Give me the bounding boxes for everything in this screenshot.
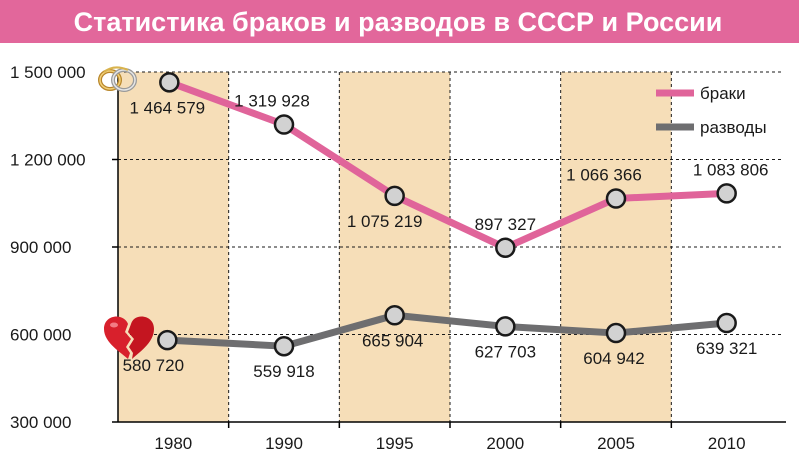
y-tick-label: 300 000	[10, 413, 71, 432]
y-tick-label: 600 000	[10, 326, 71, 345]
wedding-rings-icon	[98, 66, 137, 92]
data-label: 1 066 366	[566, 165, 642, 184]
data-point	[273, 114, 295, 135]
title-bar	[0, 0, 799, 43]
data-label: 665 904	[362, 331, 423, 350]
x-tick-label: 2005	[597, 434, 635, 453]
data-label: 1 464 579	[130, 98, 206, 117]
data-point	[716, 183, 737, 204]
grid-lines	[118, 71, 782, 422]
data-label: 897 327	[475, 215, 536, 234]
series-line-0	[165, 78, 731, 252]
data-label: 580 720	[123, 356, 184, 375]
data-label: 559 918	[253, 362, 314, 381]
data-label: 639 321	[696, 339, 757, 358]
chart-title: Статистика браков и разводов в СССР и Ро…	[74, 7, 723, 37]
data-point	[605, 188, 627, 209]
x-tick-label: 1990	[265, 434, 303, 453]
x-tick-label: 1980	[154, 434, 192, 453]
data-labels: 1 464 579 1 319 928 1 075 219 897 327 1 066 …	[123, 92, 769, 382]
x-tick-label: 1995	[376, 434, 414, 453]
data-label: 627 703	[475, 342, 536, 361]
data-point	[605, 322, 627, 344]
data-point	[157, 329, 178, 351]
x-axis-ticks: 1980 1990 1995 2000 2005 2010	[154, 422, 746, 453]
data-point	[384, 185, 405, 207]
data-point	[384, 305, 405, 326]
y-tick-label: 900 000	[10, 238, 71, 257]
data-label: 1 075 219	[347, 212, 423, 231]
x-tick-label: 2010	[708, 434, 746, 453]
data-point	[273, 335, 295, 357]
data-point	[159, 72, 180, 93]
series-lines	[163, 78, 731, 350]
data-label: 604 942	[583, 349, 644, 368]
data-label: 1 319 928	[234, 92, 310, 111]
data-point	[716, 312, 737, 334]
legend-label: браки	[700, 84, 746, 103]
data-point	[495, 316, 516, 337]
y-tick-label: 1 500 000	[10, 63, 86, 82]
legend-label: разводы	[700, 118, 767, 137]
x-tick-label: 2000	[486, 434, 524, 453]
data-points	[157, 72, 737, 357]
y-tick-label: 1 200 000	[10, 151, 86, 170]
series-line-1	[163, 311, 731, 350]
data-point	[495, 237, 516, 259]
broken-heart-icon	[104, 316, 154, 359]
data-label: 1 083 806	[693, 160, 769, 179]
legend: браки разводы	[656, 84, 767, 137]
